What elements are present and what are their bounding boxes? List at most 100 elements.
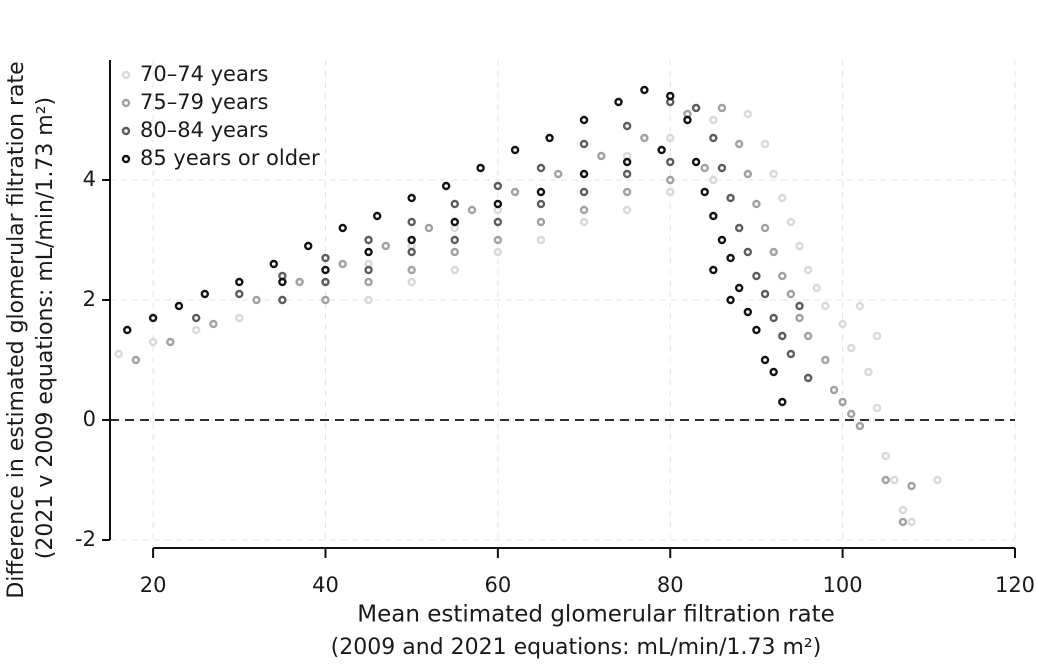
scatter-point (907, 517, 916, 527)
scatter-point (493, 235, 503, 245)
scatter-point (295, 277, 304, 287)
scatter-point (700, 187, 709, 197)
scatter-point (579, 139, 589, 149)
scatter-point (114, 349, 123, 359)
scatter-point (321, 277, 330, 287)
scatter-point (614, 97, 623, 107)
scatter-point (536, 217, 546, 227)
scatter-point (864, 367, 873, 377)
x-tick-label: 20 (140, 573, 167, 597)
scatter-point (709, 265, 718, 275)
scatter-point (786, 349, 796, 359)
scatter-point (769, 313, 778, 323)
scatter-point (536, 163, 546, 173)
scatter-point (338, 223, 347, 233)
scatter-point (933, 475, 942, 485)
scatter-point (726, 295, 735, 305)
y-axis-label: Difference in estimated glomerular filtr… (4, 61, 29, 598)
scatter-point (795, 313, 804, 323)
scatter-point (235, 289, 244, 299)
scatter-point (898, 517, 908, 527)
scatter-point (123, 325, 132, 335)
scatter-point (407, 217, 416, 227)
scatter-point (450, 247, 459, 257)
scatter-point (493, 181, 503, 191)
scatter-point (872, 331, 882, 341)
scatter-point (364, 277, 373, 287)
legend-marker (121, 126, 131, 136)
scatter-point (252, 295, 261, 305)
scatter-point (381, 241, 391, 251)
scatter-point (726, 253, 735, 263)
scatter-point (148, 313, 158, 323)
scatter-point (666, 91, 675, 101)
scatter-point (666, 133, 675, 143)
scatter-point (803, 373, 813, 383)
scatter-point (364, 295, 373, 305)
scatter-point (743, 307, 753, 317)
y-tick-label: -2 (75, 527, 96, 551)
scatter-point (191, 325, 201, 335)
scatter-point (847, 409, 856, 419)
scatter-point (812, 283, 821, 293)
scatter-point (898, 505, 908, 515)
scatter-point (536, 187, 546, 197)
x-axis-label: (2009 and 2021 equations: mL/min/1.73 m²… (331, 635, 822, 660)
scatter-point (752, 199, 761, 209)
scatter-point (579, 115, 589, 125)
scatter-point (536, 235, 546, 245)
scatter-point (769, 169, 778, 179)
scatter-point (364, 247, 373, 257)
scatter-point (760, 223, 770, 233)
scatter-point (450, 235, 459, 245)
scatter-point (579, 187, 589, 197)
legend-label: 70–74 years (140, 62, 268, 86)
scatter-point (769, 367, 778, 377)
y-tick-label: 4 (83, 167, 96, 191)
scatter-point (407, 265, 416, 275)
legend-marker (121, 154, 131, 164)
scatter-point (364, 265, 373, 275)
scatter-point (450, 265, 459, 275)
scatter-point (321, 265, 330, 275)
legend-marker (121, 98, 131, 108)
scatter-point (752, 271, 761, 281)
scatter-point (760, 139, 770, 149)
scatter-point (200, 289, 210, 299)
scatter-point (235, 313, 244, 323)
scatter-point (191, 313, 201, 323)
scatter-point (640, 133, 649, 143)
scatter-point (131, 355, 141, 365)
x-tick-label: 100 (823, 573, 863, 597)
scatter-point (881, 475, 890, 485)
scatter-point (890, 475, 899, 485)
scatter-point (622, 205, 632, 215)
scatter-point (510, 145, 520, 155)
scatter-point (166, 337, 175, 347)
scatter-point (803, 265, 813, 275)
scatter-point (553, 169, 563, 179)
scatter-point (493, 199, 503, 209)
scatter-point (709, 133, 718, 143)
scatter-point (760, 355, 770, 365)
scatter-point (209, 319, 218, 329)
scatter-point (364, 235, 373, 245)
scatter-point (450, 199, 459, 209)
legend-marker (121, 70, 131, 80)
scatter-point (304, 241, 313, 251)
y-tick-label: 2 (83, 287, 96, 311)
scatter-point (666, 175, 675, 185)
scatter-point (622, 187, 632, 197)
scatter-point (743, 169, 753, 179)
scatter-point (441, 181, 451, 191)
y-tick-label: 0 (83, 407, 96, 431)
scatter-point (907, 481, 916, 491)
scatter-point (734, 223, 744, 233)
scatter-point (769, 247, 778, 257)
scatter-point (597, 151, 606, 161)
scatter-point (407, 277, 416, 287)
x-axis-label: Mean estimated glomerular filtration rat… (357, 602, 835, 628)
scatter-point (855, 301, 865, 311)
scatter-point (752, 325, 761, 335)
